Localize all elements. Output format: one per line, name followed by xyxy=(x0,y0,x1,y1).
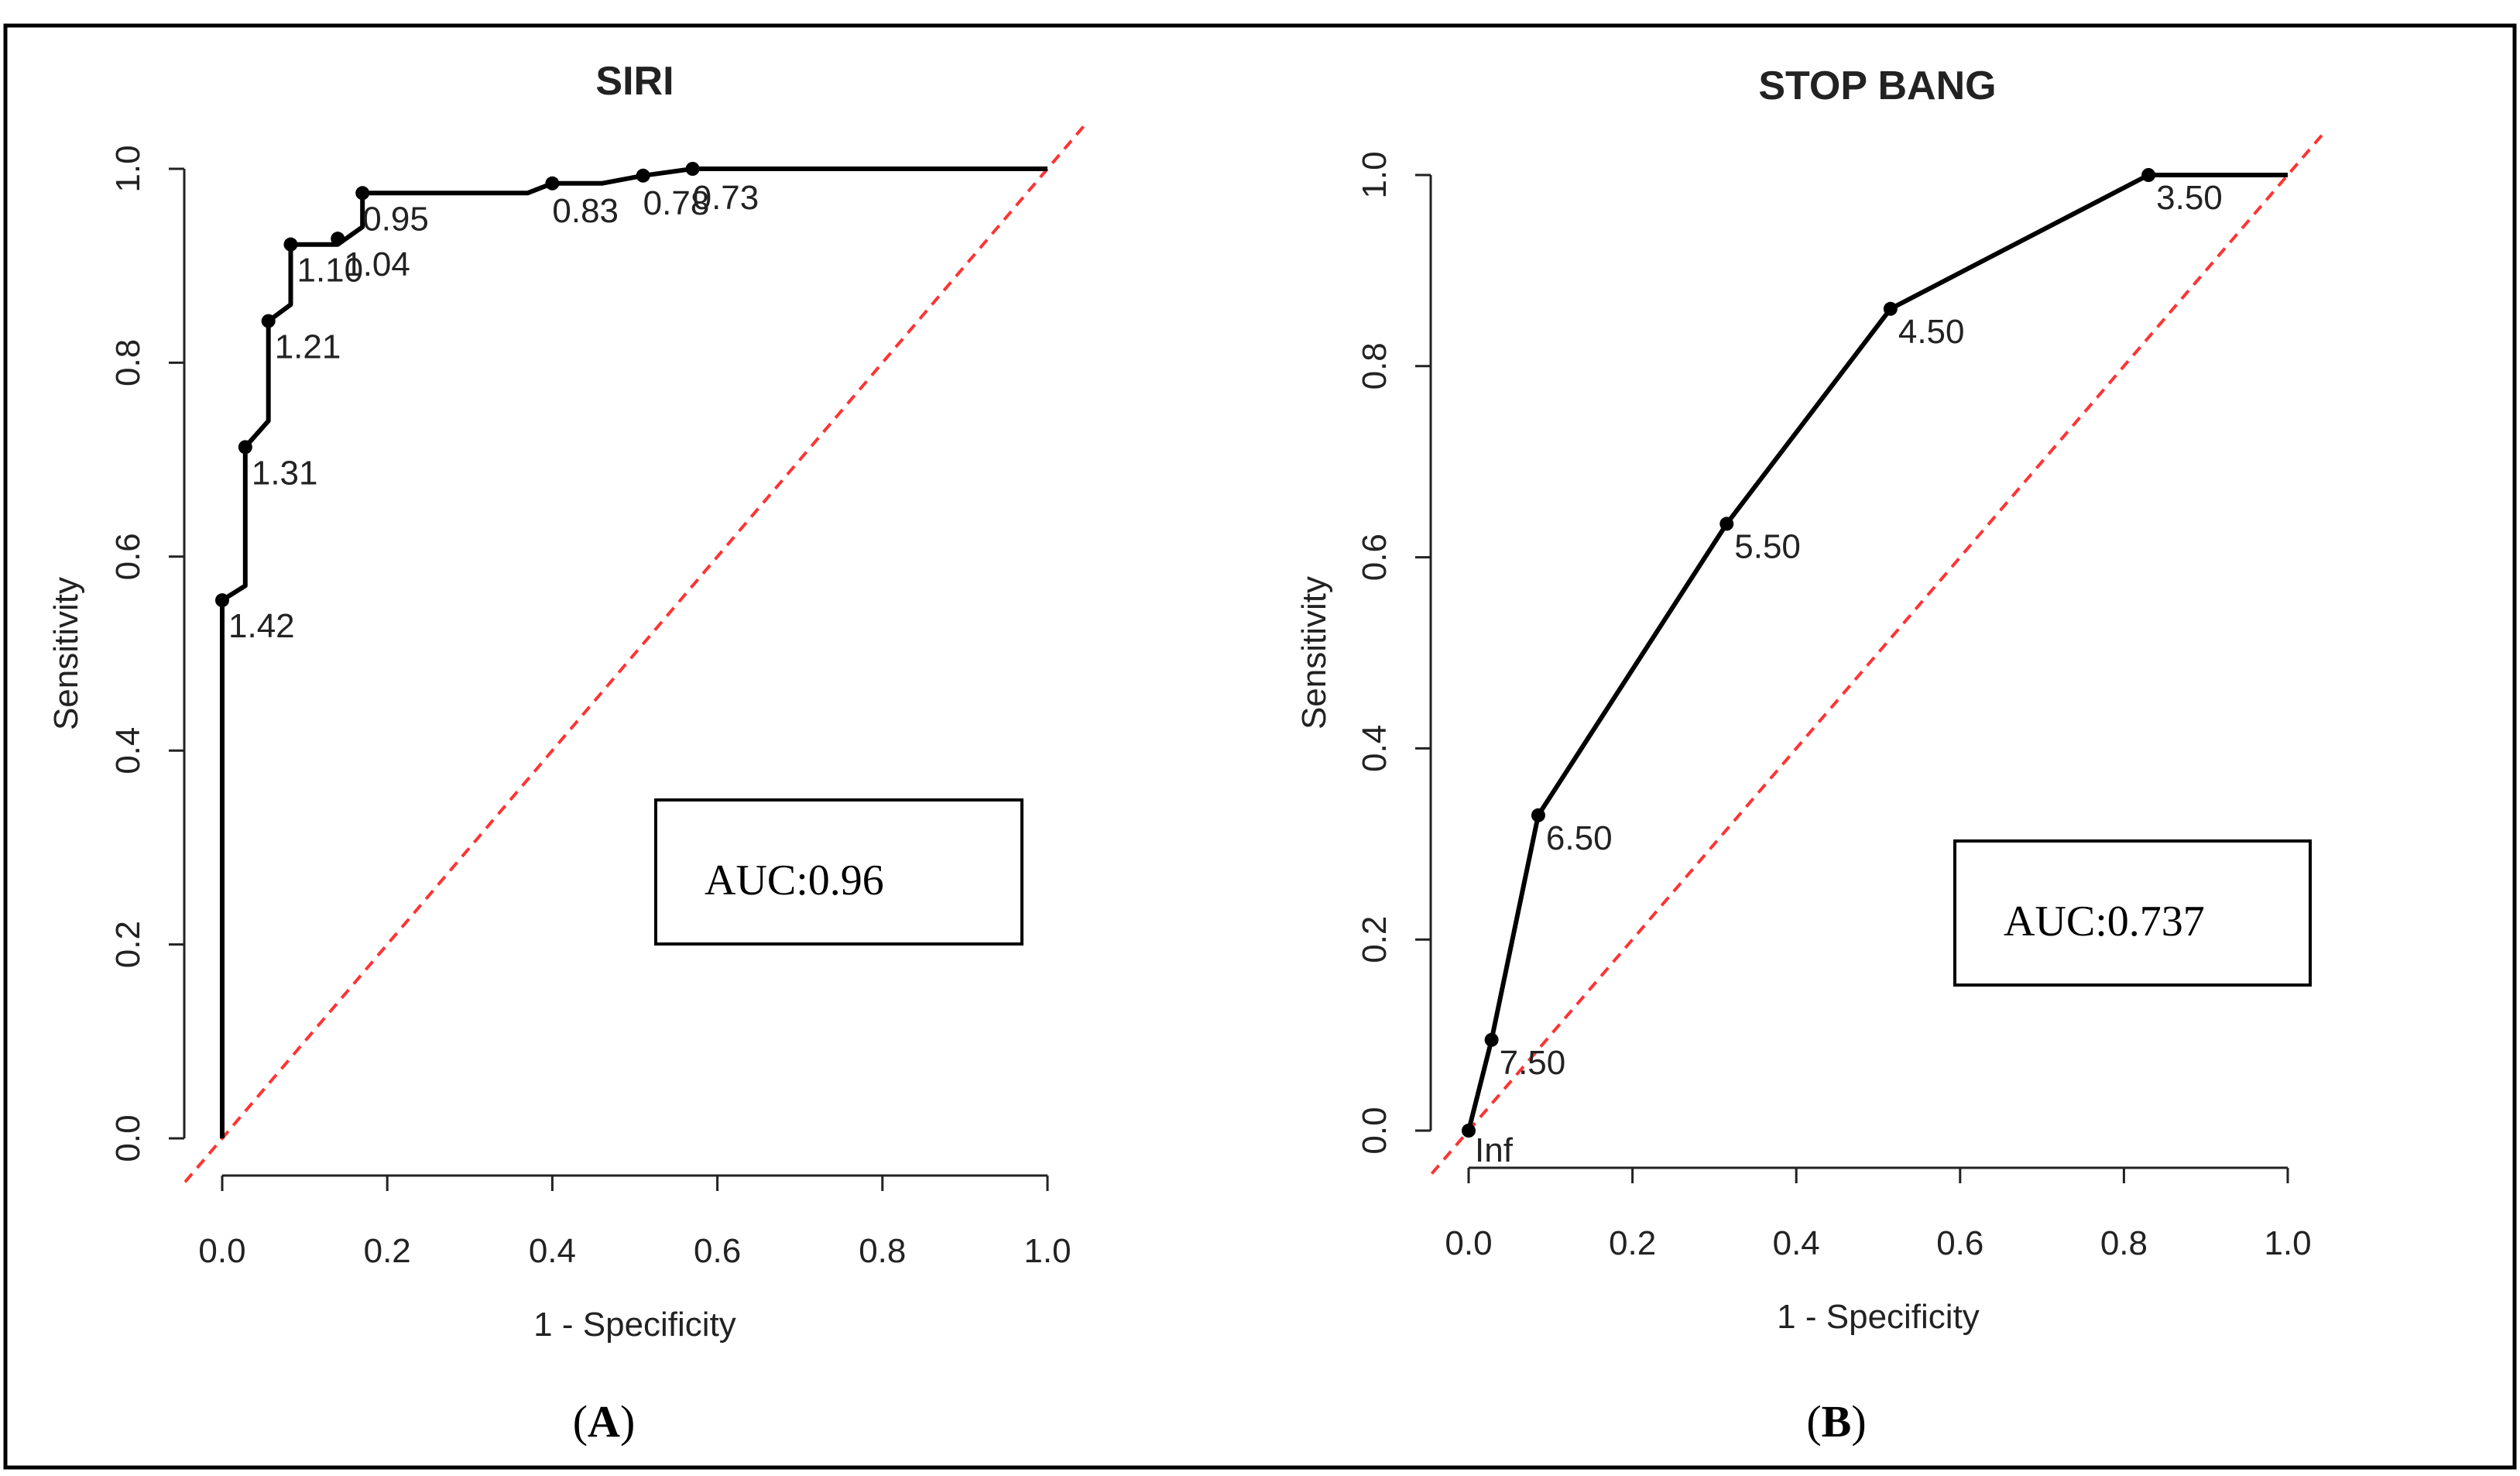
threshold-point xyxy=(1531,808,1545,822)
x-tick-label: 0.0 xyxy=(198,1232,245,1270)
y-axis-label: Sensitivity xyxy=(47,577,85,730)
figure-frame xyxy=(3,23,2517,1470)
threshold-point xyxy=(1462,1124,1476,1138)
threshold-label: 6.50 xyxy=(1546,819,1613,857)
x-axis-label: 1 - Specificity xyxy=(533,1306,736,1344)
y-tick-label: 0.2 xyxy=(1356,916,1394,963)
y-tick-label: 1.0 xyxy=(1356,151,1394,198)
x-tick-label: 0.6 xyxy=(1936,1224,1983,1262)
x-tick-label: 0.8 xyxy=(2100,1224,2148,1262)
chart-title: SIRI xyxy=(595,59,674,104)
panel-label: (A) xyxy=(573,1396,636,1447)
y-tick-label: 0.8 xyxy=(109,339,147,386)
x-tick-label: 1.0 xyxy=(1023,1232,1071,1270)
reference-diagonal-line xyxy=(183,124,1086,1183)
threshold-point xyxy=(355,186,370,201)
threshold-label: 0.83 xyxy=(552,192,619,230)
panel-letter: A xyxy=(588,1396,620,1447)
auc-box xyxy=(654,798,1023,946)
reference-diagonal-line xyxy=(1430,131,2326,1175)
y-tick-label: 0.6 xyxy=(1356,534,1394,581)
x-tick-label: 0.0 xyxy=(1445,1224,1492,1262)
x-tick-label: 1.0 xyxy=(2264,1224,2311,1262)
x-tick-label: 0.8 xyxy=(859,1232,906,1270)
y-tick-label: 0.0 xyxy=(109,1114,147,1162)
threshold-label: 3.50 xyxy=(2156,179,2223,217)
x-axis-label: 1 - Specificity xyxy=(1777,1298,1980,1336)
y-tick-label: 0.0 xyxy=(1356,1107,1394,1154)
y-tick-label: 0.2 xyxy=(109,921,147,968)
threshold-label: 5.50 xyxy=(1734,527,1801,565)
auc-label: AUC:0.737 xyxy=(2004,898,2205,946)
y-axis-label: Sensitivity xyxy=(1295,576,1333,729)
threshold-label: 1.42 xyxy=(228,607,295,645)
y-tick-label: 1.0 xyxy=(109,145,147,192)
auc-label: AUC:0.96 xyxy=(705,856,884,904)
threshold-label: Inf xyxy=(1475,1131,1514,1169)
threshold-label: 1.31 xyxy=(252,454,318,492)
threshold-point xyxy=(283,237,298,252)
threshold-point xyxy=(685,162,700,176)
threshold-label: 7.50 xyxy=(1500,1044,1566,1082)
threshold-point xyxy=(2141,168,2156,182)
chart-title: STOP BANG xyxy=(1758,64,1996,108)
auc-box xyxy=(1953,839,2312,987)
x-tick-label: 0.2 xyxy=(364,1232,411,1270)
threshold-point xyxy=(545,176,560,191)
y-tick-label: 0.8 xyxy=(1356,342,1394,390)
roc-panel-stop-bang: STOP BANG 0.0 0.2 0.4 0.6 0.8 1.0 0.0 0.2 0.4 0.6 0… xyxy=(1295,64,2326,1447)
x-tick-label: 0.6 xyxy=(694,1232,741,1270)
threshold-point xyxy=(238,440,252,455)
threshold-label: 0.73 xyxy=(693,179,759,217)
threshold-point xyxy=(1484,1032,1499,1047)
threshold-label: 1.04 xyxy=(344,245,410,283)
threshold-point xyxy=(1883,301,1898,316)
threshold-label: 0.95 xyxy=(362,200,429,238)
threshold-point xyxy=(331,232,345,246)
y-tick-label: 0.4 xyxy=(109,727,147,774)
x-tick-label: 0.4 xyxy=(529,1232,576,1270)
roc-panel-siri: SIRI 0.0 0.2 0.4 0.6 0.8 1.0 0.0 0.2 0.4 0.6 0.8 1.0… xyxy=(47,59,1086,1447)
threshold-point xyxy=(636,168,650,183)
y-tick-label: 0.6 xyxy=(109,533,147,580)
panel-letter: B xyxy=(1822,1396,1852,1447)
x-tick-label: 0.2 xyxy=(1609,1224,1656,1262)
threshold-label: 0.78 xyxy=(643,184,710,222)
threshold-point xyxy=(215,593,229,608)
threshold-point xyxy=(1719,517,1734,531)
threshold-label: 4.50 xyxy=(1898,313,1965,351)
threshold-point xyxy=(261,314,276,328)
x-tick-label: 0.4 xyxy=(1773,1224,1820,1262)
panel-label: (B) xyxy=(1806,1396,1866,1447)
threshold-label: 1.10 xyxy=(297,252,363,290)
threshold-label: 1.21 xyxy=(275,328,341,366)
y-tick-label: 0.4 xyxy=(1356,725,1394,772)
